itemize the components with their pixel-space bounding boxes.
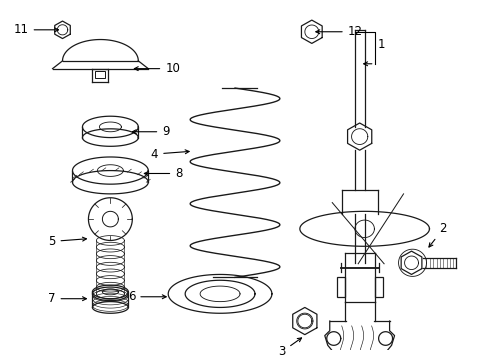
Text: 11: 11: [14, 23, 59, 36]
Text: 1: 1: [377, 38, 385, 51]
Text: 7: 7: [48, 292, 86, 305]
Text: 2: 2: [428, 222, 446, 247]
Text: 3: 3: [278, 338, 301, 358]
Text: 4: 4: [150, 148, 189, 161]
Text: 6: 6: [127, 290, 166, 303]
Bar: [374, 277, 382, 297]
Text: 5: 5: [48, 235, 86, 248]
Text: 10: 10: [134, 62, 180, 75]
Bar: [95, 71, 105, 78]
Text: 9: 9: [132, 125, 169, 138]
Bar: [336, 277, 344, 297]
Text: 12: 12: [315, 25, 362, 38]
Text: 8: 8: [144, 167, 182, 180]
